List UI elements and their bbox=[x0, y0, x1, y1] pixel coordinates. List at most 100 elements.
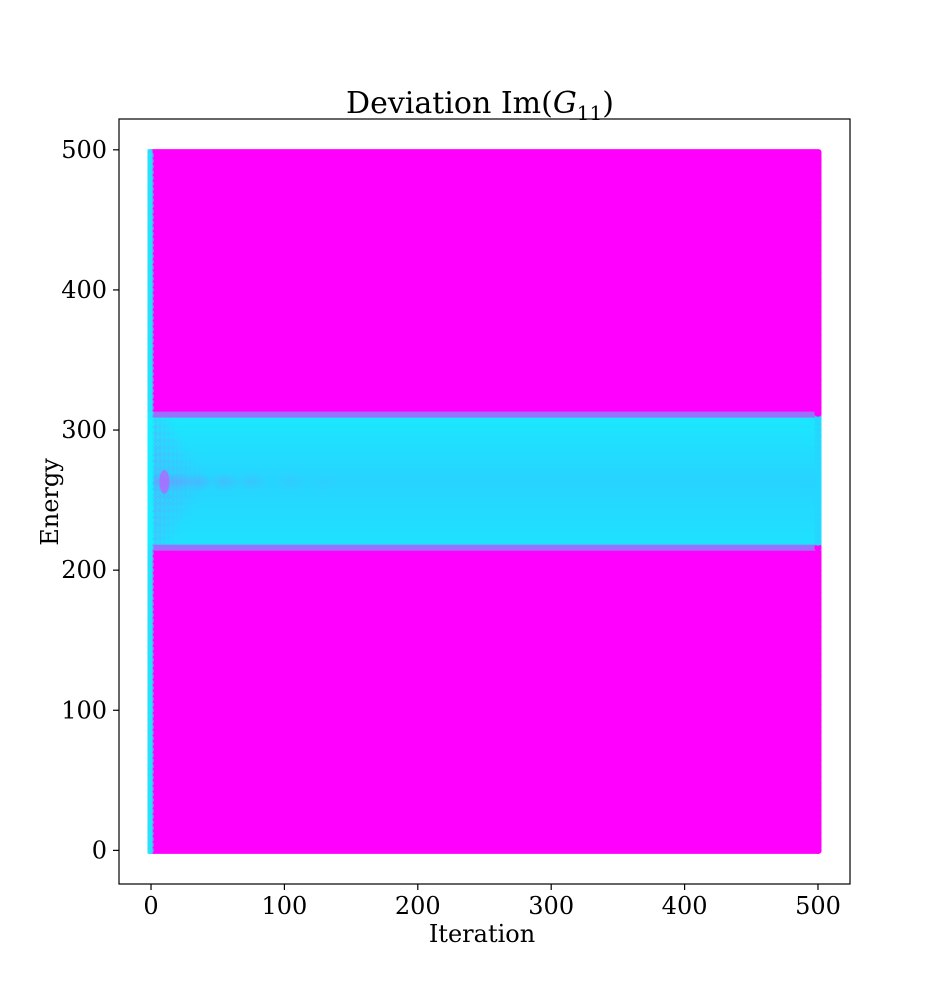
transient-marker bbox=[184, 454, 192, 462]
transient-marker bbox=[154, 433, 162, 441]
first-iteration-marker bbox=[148, 617, 155, 624]
first-iteration-marker bbox=[148, 342, 155, 349]
last-iteration-marker bbox=[814, 560, 822, 569]
first-iteration-marker bbox=[148, 242, 155, 249]
x-tick-label: 300 bbox=[528, 892, 574, 920]
first-iteration-marker bbox=[148, 432, 155, 439]
transient-marker bbox=[158, 524, 166, 532]
first-iteration-marker bbox=[148, 600, 155, 607]
last-iteration-marker bbox=[814, 258, 822, 266]
last-iteration-marker bbox=[814, 202, 822, 210]
transient-marker bbox=[154, 419, 162, 427]
transient-marker bbox=[175, 496, 183, 504]
last-iteration-marker bbox=[814, 314, 822, 322]
first-iteration-marker bbox=[148, 376, 155, 383]
transient-marker bbox=[179, 447, 188, 455]
first-iteration-marker bbox=[148, 337, 155, 344]
first-iteration-marker bbox=[148, 483, 155, 490]
transient-marker bbox=[154, 538, 162, 546]
first-iteration-marker bbox=[148, 740, 155, 747]
last-iteration-marker bbox=[814, 252, 822, 260]
last-iteration-marker bbox=[814, 689, 822, 698]
scatter-region-lower bbox=[147, 547, 822, 854]
first-iteration-marker bbox=[148, 785, 155, 792]
last-iteration-marker bbox=[814, 219, 822, 227]
transient-marker bbox=[162, 503, 171, 511]
first-iteration-marker bbox=[148, 651, 155, 658]
first-iteration-marker bbox=[148, 729, 155, 736]
last-iteration-marker bbox=[814, 331, 822, 339]
transient-marker bbox=[158, 517, 166, 525]
last-iteration-marker bbox=[814, 493, 822, 501]
first-iteration-marker bbox=[148, 393, 155, 400]
first-iteration-marker bbox=[148, 567, 155, 574]
last-iteration-marker bbox=[814, 465, 822, 473]
transient-marker bbox=[167, 426, 175, 434]
transient-marker bbox=[158, 426, 166, 434]
last-iteration-marker bbox=[814, 818, 822, 826]
y-tick-label: 500 bbox=[61, 136, 107, 164]
x-tick-label: 200 bbox=[395, 892, 441, 920]
first-iteration-marker bbox=[148, 824, 155, 831]
y-tick-label: 200 bbox=[61, 556, 107, 584]
first-iteration-marker bbox=[148, 505, 155, 512]
last-iteration-marker bbox=[814, 757, 822, 765]
first-iteration-marker bbox=[148, 808, 155, 815]
last-iteration-marker bbox=[814, 639, 822, 647]
last-iteration-marker bbox=[814, 247, 822, 255]
transient-marker bbox=[171, 454, 179, 462]
first-iteration-marker bbox=[148, 286, 155, 293]
transient-marker bbox=[167, 440, 175, 448]
last-iteration-marker bbox=[814, 213, 822, 221]
transient-marker bbox=[171, 517, 179, 525]
first-iteration-marker bbox=[148, 427, 155, 434]
last-iteration-marker bbox=[814, 224, 822, 232]
first-iteration-marker bbox=[148, 382, 155, 389]
transient-marker bbox=[179, 510, 188, 518]
last-iteration-marker bbox=[814, 829, 822, 838]
first-iteration-marker bbox=[148, 471, 155, 478]
first-iteration-marker bbox=[148, 768, 155, 775]
transient-marker bbox=[154, 524, 162, 532]
x-axis-label: Iteration bbox=[429, 920, 535, 948]
first-iteration-marker bbox=[148, 696, 155, 703]
last-iteration-marker bbox=[814, 359, 822, 367]
last-iteration-marker bbox=[814, 656, 822, 664]
last-iteration-marker bbox=[814, 712, 822, 720]
last-iteration-marker bbox=[814, 740, 822, 748]
first-iteration-marker bbox=[148, 836, 155, 843]
transient-marker bbox=[167, 454, 175, 462]
last-iteration-marker bbox=[814, 605, 822, 613]
scatter-plot-area bbox=[145, 149, 822, 854]
last-iteration-marker bbox=[814, 555, 822, 563]
first-iteration-marker bbox=[148, 455, 155, 462]
first-iteration-marker bbox=[148, 365, 155, 372]
transient-marker bbox=[162, 538, 171, 546]
first-iteration-marker bbox=[148, 606, 155, 613]
transient-marker bbox=[179, 496, 188, 504]
first-iteration-marker bbox=[148, 371, 155, 377]
last-iteration-marker bbox=[814, 583, 822, 591]
first-iteration-marker bbox=[148, 735, 155, 742]
first-iteration-marker bbox=[148, 830, 155, 837]
transient-marker bbox=[167, 531, 175, 539]
transient-marker bbox=[184, 489, 192, 497]
last-iteration-marker bbox=[814, 415, 822, 423]
last-iteration-marker bbox=[814, 471, 822, 479]
first-iteration-marker bbox=[148, 191, 155, 198]
first-iteration-marker bbox=[148, 460, 155, 467]
transient-marker bbox=[175, 503, 183, 511]
last-iteration-marker bbox=[814, 667, 822, 675]
last-iteration-marker bbox=[814, 527, 822, 535]
first-iteration-marker bbox=[148, 275, 155, 282]
transient-marker bbox=[171, 447, 179, 455]
last-iteration-marker bbox=[814, 151, 822, 160]
transient-marker bbox=[162, 510, 171, 518]
last-iteration-marker bbox=[814, 476, 822, 485]
last-iteration-marker bbox=[814, 588, 822, 597]
first-iteration-marker bbox=[148, 236, 155, 243]
last-iteration-marker bbox=[814, 785, 822, 793]
last-iteration-marker bbox=[814, 297, 822, 305]
last-iteration-marker bbox=[814, 443, 822, 451]
last-iteration-marker bbox=[814, 801, 822, 810]
